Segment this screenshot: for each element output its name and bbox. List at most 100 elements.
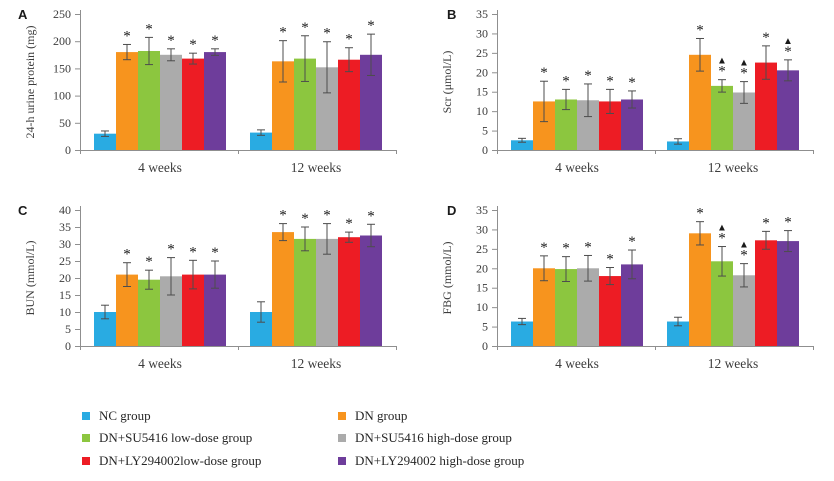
y-tick-label: 5 <box>65 322 71 336</box>
bar-chart-bun: 0 5 10 15 20 25 30 35 40 4 weeks 12 weeks BUN (mmol… <box>23 203 397 371</box>
sig-star: * <box>696 206 704 222</box>
y-tick-label: 10 <box>476 300 488 314</box>
y-tick-label: 20 <box>476 65 488 79</box>
y-tick-label: 0 <box>65 143 71 157</box>
sig-star: * <box>189 244 197 260</box>
bar <box>250 312 272 346</box>
sig-star: * <box>145 21 153 37</box>
bar <box>755 240 777 346</box>
legend-swatch-nc-group <box>82 412 90 421</box>
chart-panel-c: C 0 5 10 15 20 25 30 35 40 4 weeks 12 weeks BUN (mm… <box>0 196 417 392</box>
axis-labels: 0 5 10 15 20 25 30 35 4 weeks 12 weeks Scr (μmol/L… <box>440 7 758 175</box>
x-category-label: 4 weeks <box>555 160 599 175</box>
sig-star: * <box>540 240 548 256</box>
bar <box>204 52 226 150</box>
y-tick-label: 200 <box>53 34 71 48</box>
bar <box>360 54 382 150</box>
axes <box>492 10 814 154</box>
legend-swatch-su5416-low-dose <box>82 434 90 443</box>
chart-panel-d: D 0 5 10 15 20 25 30 35 4 weeks 12 weeks FBG (mmol… <box>417 196 834 392</box>
sig-triangle: ▲ <box>717 56 727 67</box>
bar <box>160 54 182 150</box>
bar <box>116 274 138 346</box>
sig-triangle: ▲ <box>739 58 749 69</box>
sig-star: * <box>628 75 636 91</box>
y-tick-label: 30 <box>476 222 488 236</box>
bar <box>316 238 338 346</box>
legend-label-su5416-low-dose: DN+SU5416 low-dose group <box>99 430 253 446</box>
chart-grid: A 0 50 100 150 200 250 4 weeks 12 weeks 24-h uri… <box>0 0 834 392</box>
significance-markers: * * * * * * * * * * <box>123 18 375 53</box>
sig-star: * <box>279 25 287 41</box>
sig-star: * <box>345 32 353 48</box>
y-tick-label: 25 <box>476 242 488 256</box>
y-tick-label: 0 <box>482 339 488 353</box>
bar <box>621 264 643 346</box>
sig-star: * <box>584 239 592 255</box>
sig-star: * <box>762 215 770 231</box>
sig-triangle: ▲ <box>717 223 727 234</box>
sig-star: * <box>562 241 570 257</box>
sig-star: * <box>123 28 131 44</box>
sig-star: * <box>718 64 726 80</box>
y-tick-label: 35 <box>476 7 488 21</box>
error-bars <box>518 37 792 145</box>
y-tick-label: 50 <box>59 116 71 130</box>
y-tick-label: 30 <box>59 237 71 251</box>
bar <box>711 85 733 150</box>
bar <box>250 132 272 150</box>
y-tick-label: 100 <box>53 89 71 103</box>
sig-star: * <box>323 208 331 224</box>
sig-star: * <box>123 247 131 263</box>
legend-swatch-ly294002-low-dose <box>82 456 90 465</box>
sig-star: * <box>784 44 792 60</box>
bar <box>555 269 577 346</box>
error-bars <box>101 223 375 323</box>
bar <box>577 100 599 150</box>
bars <box>511 233 799 346</box>
sig-star: * <box>345 216 353 232</box>
sig-star: * <box>279 208 287 224</box>
legend-label-su5416-high-dose: DN+SU5416 high-dose group <box>355 430 512 446</box>
sig-star: * <box>584 68 592 84</box>
error-bars <box>101 33 375 137</box>
bar <box>533 101 555 150</box>
y-tick-label: 25 <box>476 46 488 60</box>
legend: NC group DN group DN+SU5416 low-dose gro… <box>82 392 762 468</box>
sig-star: * <box>367 208 375 224</box>
sig-star: * <box>562 73 570 89</box>
sig-star: * <box>740 248 748 264</box>
legend-label-ly294002-low-dose: DN+LY294002low-dose group <box>99 452 262 468</box>
y-tick-label: 10 <box>476 104 488 118</box>
axes <box>75 206 397 350</box>
legend-swatch-su5416-high-dose <box>338 434 346 443</box>
panel-label-b: B <box>447 7 457 22</box>
x-category-label: 4 weeks <box>138 356 182 371</box>
x-category-label: 12 weeks <box>708 160 759 175</box>
bar <box>667 141 689 150</box>
x-category-label: 4 weeks <box>555 356 599 371</box>
chart-panel-b: B 0 5 10 15 20 25 30 35 4 weeks 12 weeks Scr (μmol… <box>417 0 834 196</box>
bar <box>294 238 316 346</box>
sig-triangle: ▲ <box>739 240 749 251</box>
x-category-label: 4 weeks <box>138 160 182 175</box>
sig-star: * <box>167 33 175 49</box>
sig-star: * <box>696 22 704 38</box>
x-category-label: 12 weeks <box>708 356 759 371</box>
bar <box>733 275 755 346</box>
sig-star: * <box>167 242 175 258</box>
bars <box>94 232 382 346</box>
legend-label-nc-group: NC group <box>99 408 151 423</box>
x-category-label: 12 weeks <box>291 160 342 175</box>
y-tick-label: 5 <box>482 124 488 138</box>
bar <box>182 274 204 346</box>
y-tick-label: 10 <box>59 305 71 319</box>
significance-markers: * * * * * * * * * * <box>123 208 375 271</box>
bar <box>338 59 360 150</box>
bar <box>138 50 160 150</box>
bar <box>777 241 799 346</box>
bar <box>711 261 733 346</box>
bar <box>667 321 689 346</box>
sig-star: * <box>145 254 153 270</box>
sig-star: * <box>301 211 309 227</box>
